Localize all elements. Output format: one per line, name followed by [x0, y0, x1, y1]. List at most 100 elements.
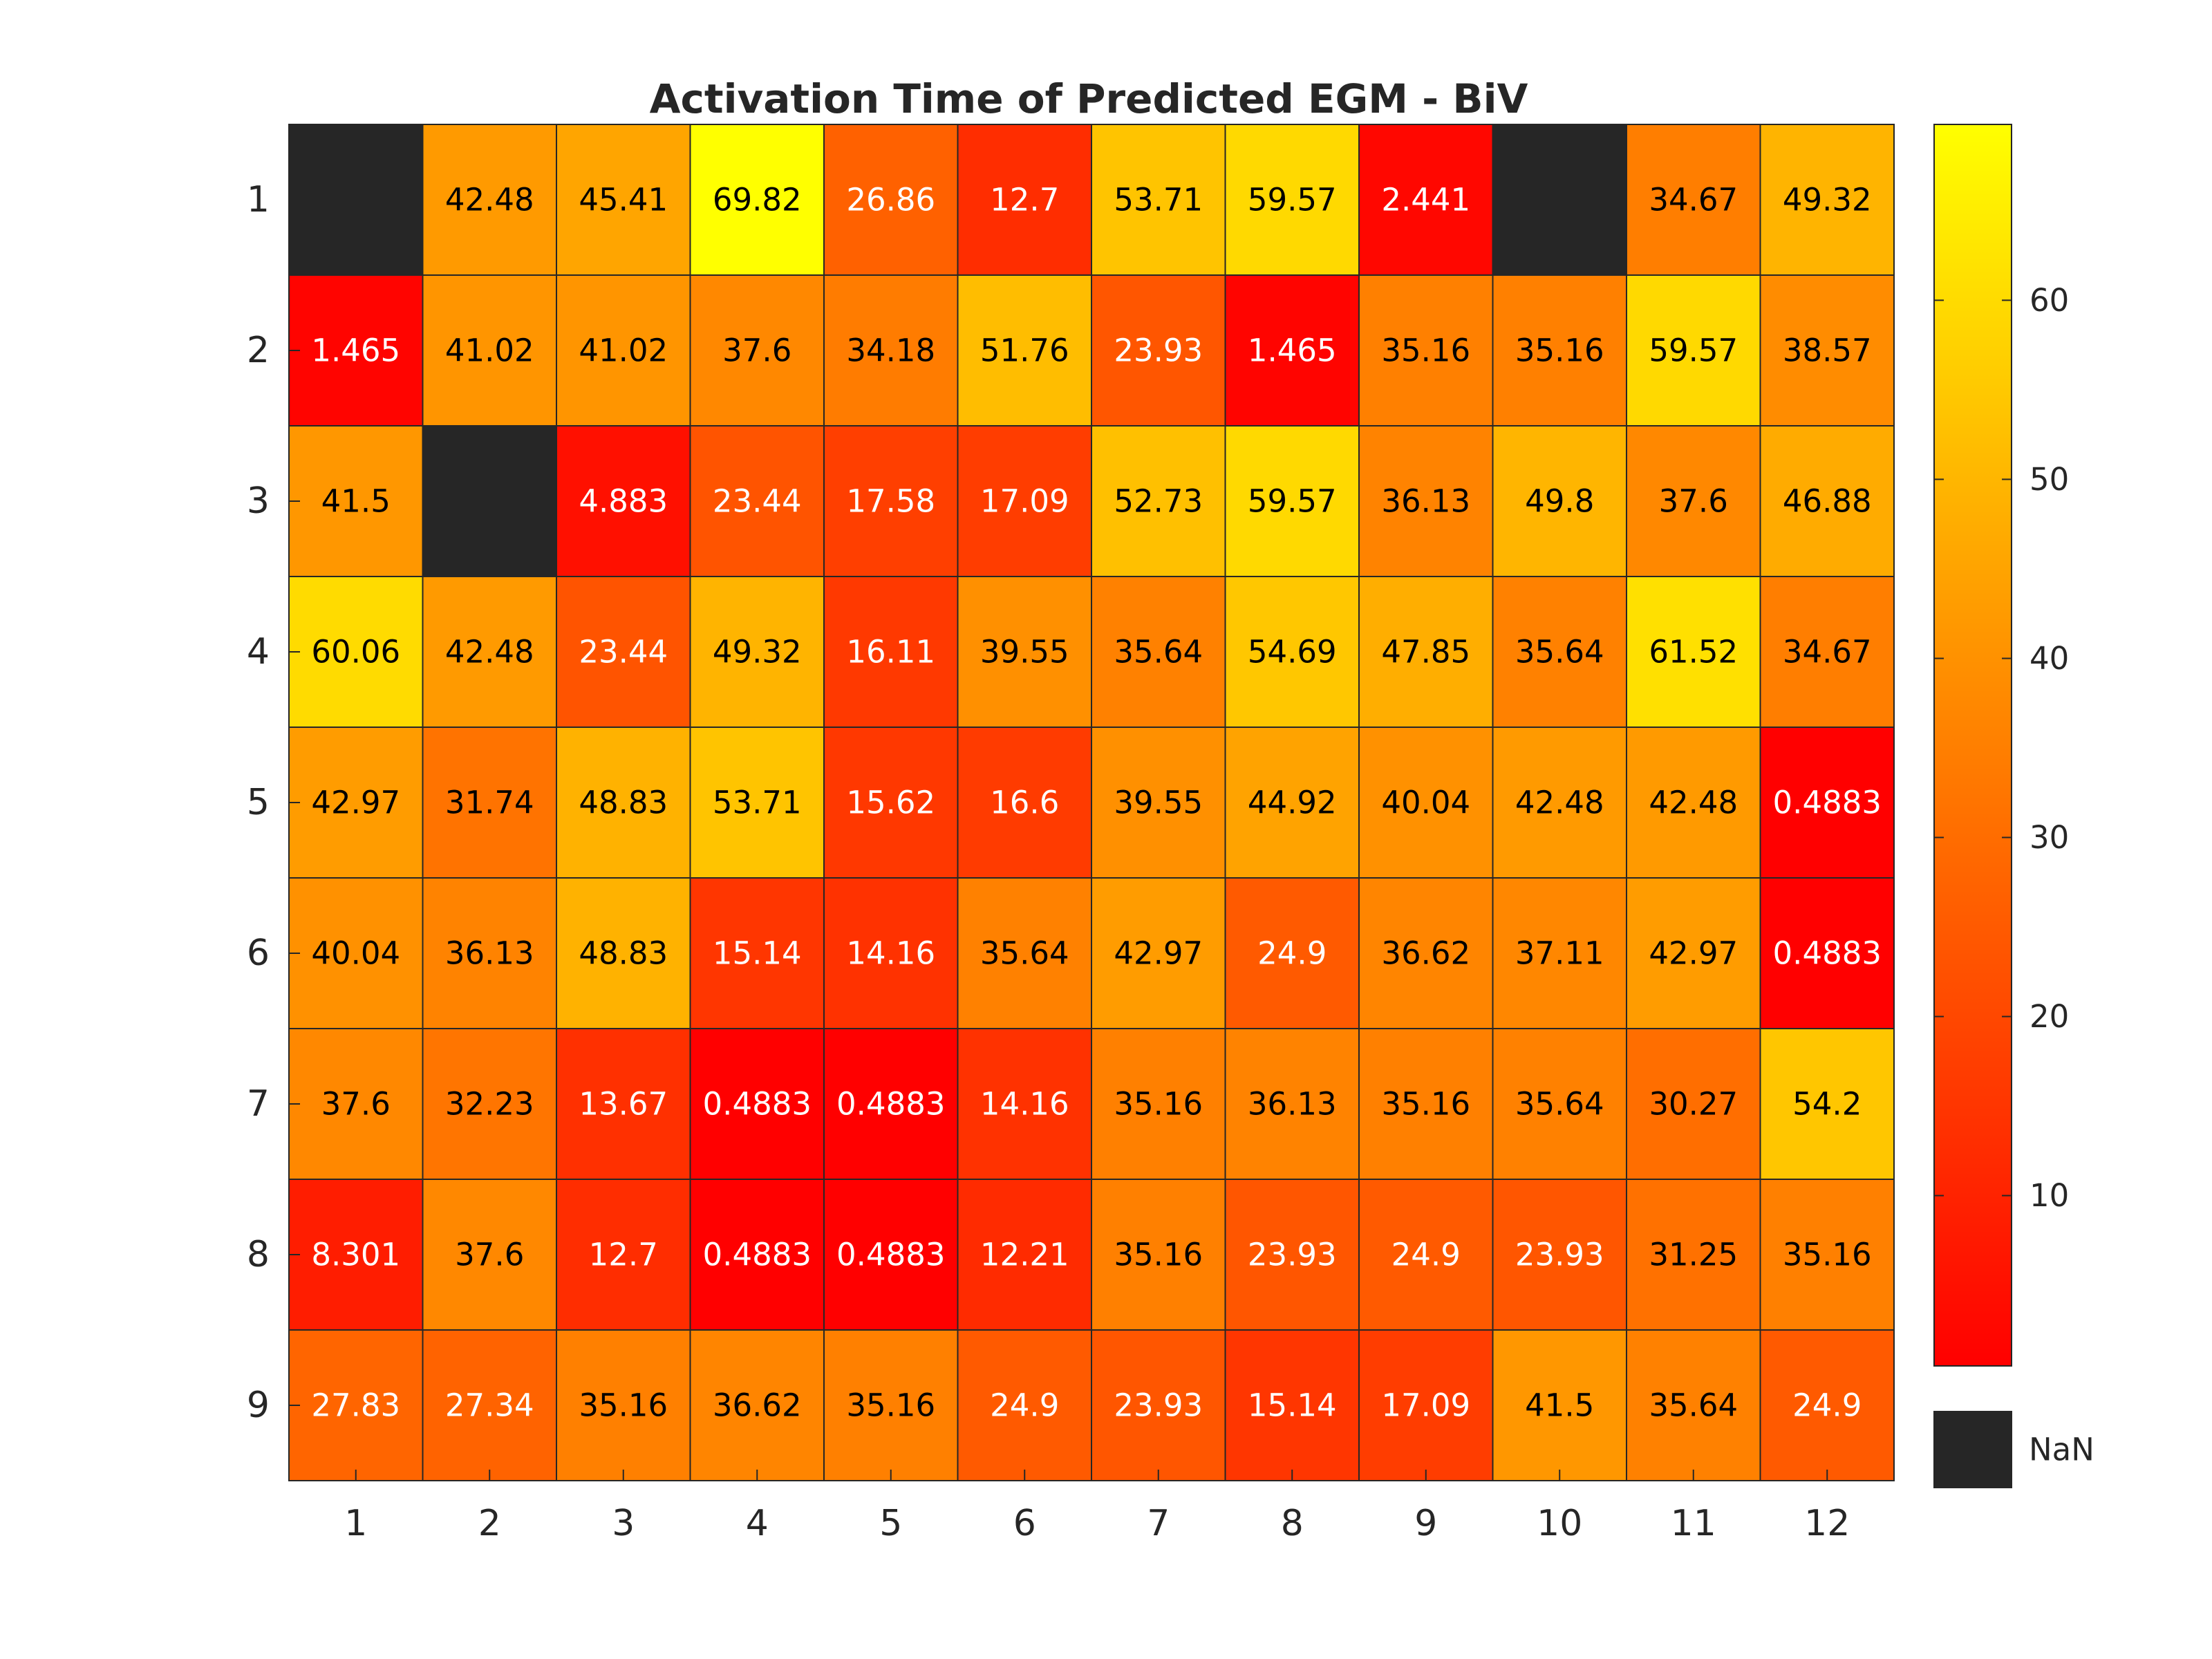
cell-label: 59.57	[1649, 332, 1738, 369]
cell-label: 23.93	[1114, 332, 1203, 369]
cell-label: 40.04	[311, 935, 400, 972]
cell-label: 48.83	[579, 785, 668, 821]
heatmap-cell	[1492, 425, 1627, 577]
cell-label: 35.64	[1114, 634, 1203, 671]
y-tick-label: 2	[247, 330, 270, 371]
heatmap-cell	[1358, 576, 1494, 728]
x-tick-label: 9	[1414, 1503, 1437, 1544]
heatmap-cell	[556, 274, 691, 427]
heatmap-cell	[1626, 1329, 1761, 1481]
heatmap-cell	[689, 576, 825, 728]
heatmap-cell	[556, 1329, 691, 1481]
x-tick-label: 7	[1147, 1503, 1170, 1544]
cell-label: 61.52	[1649, 634, 1738, 671]
cell-label: 17.09	[1381, 1387, 1470, 1424]
cell-label: 35.16	[1783, 1237, 1872, 1273]
heatmap-cell	[1492, 877, 1627, 1029]
cell-label: 12.7	[990, 182, 1059, 218]
cell-label: 4.883	[579, 483, 668, 520]
heatmap-cell	[1759, 1329, 1895, 1481]
heatmap-cell-nan	[288, 124, 424, 276]
heatmap-cell	[422, 877, 557, 1029]
heatmap-cell	[823, 1028, 959, 1180]
heatmap-cell	[689, 124, 825, 276]
heatmap-cell	[957, 1028, 1092, 1180]
cell-label: 42.48	[1515, 785, 1604, 821]
cell-label: 13.67	[579, 1086, 668, 1123]
cell-label: 15.14	[1248, 1387, 1337, 1424]
cell-label: 59.57	[1248, 483, 1337, 520]
colorbar-tick-label: 40	[2030, 640, 2069, 677]
heatmap-cell	[1492, 1329, 1627, 1481]
heatmap-cell	[1626, 877, 1761, 1029]
cell-label: 53.71	[713, 785, 802, 821]
heatmap-cell	[823, 727, 959, 879]
cell-label: 23.93	[1515, 1237, 1604, 1273]
heatmap-cell	[689, 274, 825, 427]
heatmap-cell	[1091, 877, 1226, 1029]
cell-label: 35.16	[579, 1387, 668, 1424]
heatmap-cell	[823, 576, 959, 728]
heatmap-cell	[556, 1028, 691, 1180]
colorbar-tick-label: 10	[2030, 1177, 2069, 1214]
heatmap-cell	[1759, 877, 1895, 1029]
cell-label: 24.9	[990, 1387, 1059, 1424]
cell-label: 24.9	[1792, 1387, 1862, 1424]
cell-label: 47.85	[1381, 634, 1470, 671]
colorbar-tick-label: 60	[2030, 282, 2069, 319]
cell-label: 42.48	[445, 182, 534, 218]
cell-label: 40.04	[1381, 785, 1470, 821]
heatmap-cell	[1358, 1329, 1494, 1481]
cell-label: 42.97	[311, 785, 400, 821]
heatmap-cell	[957, 425, 1092, 577]
heatmap-cell	[422, 124, 557, 276]
cell-label: 27.34	[445, 1387, 534, 1424]
heatmap-cell	[422, 274, 557, 427]
cell-label: 35.64	[980, 935, 1069, 972]
heatmap-cell	[1492, 274, 1627, 427]
x-tick-label: 8	[1281, 1503, 1304, 1544]
cell-label: 52.73	[1114, 483, 1203, 520]
cell-label: 54.2	[1792, 1086, 1862, 1123]
heatmap-cell	[1224, 274, 1360, 427]
cell-label: 27.83	[311, 1387, 400, 1424]
cell-label: 30.27	[1649, 1086, 1738, 1123]
heatmap-cell	[422, 576, 557, 728]
cell-label: 14.16	[846, 935, 935, 972]
cell-label: 53.71	[1114, 182, 1203, 218]
cell-label: 0.4883	[703, 1086, 812, 1123]
x-tick-label: 3	[612, 1503, 635, 1544]
heatmap-cell	[957, 576, 1092, 728]
cell-label: 24.9	[1257, 935, 1327, 972]
heatmap-cell	[823, 1179, 959, 1331]
colorbar-tick-label: 30	[2030, 819, 2069, 856]
heatmap-cell	[1091, 124, 1226, 276]
cell-label: 16.11	[846, 634, 935, 671]
heatmap-cell	[1358, 877, 1494, 1029]
heatmap-cell	[422, 1179, 557, 1331]
x-tick-label: 12	[1804, 1503, 1850, 1544]
cell-label: 51.76	[980, 332, 1069, 369]
heatmap-cell	[556, 576, 691, 728]
cell-label: 46.88	[1783, 483, 1872, 520]
cell-label: 37.6	[722, 332, 791, 369]
heatmap-cell	[689, 727, 825, 879]
cell-label: 23.44	[579, 634, 668, 671]
cell-label: 23.44	[713, 483, 802, 520]
cell-label: 41.02	[445, 332, 534, 369]
colorbar-gradient	[1933, 124, 2012, 1367]
cell-label: 0.4883	[703, 1237, 812, 1273]
cell-label: 42.97	[1649, 935, 1738, 972]
heatmap-cell-nan	[1492, 124, 1627, 276]
cell-label: 36.13	[1248, 1086, 1337, 1123]
cell-label: 0.4883	[836, 1086, 945, 1123]
y-tick-label: 7	[247, 1083, 270, 1125]
x-tick-label: 11	[1671, 1503, 1716, 1544]
heatmap-cell	[1358, 124, 1494, 276]
x-axis-ticks: 1 2 3 4 5 6 7 8 9 10 11 12	[344, 1470, 1850, 1544]
heatmap-cell	[1759, 576, 1895, 728]
heatmap-cell	[689, 1028, 825, 1180]
cell-label: 35.16	[1381, 332, 1470, 369]
cell-label: 35.64	[1515, 1086, 1604, 1123]
